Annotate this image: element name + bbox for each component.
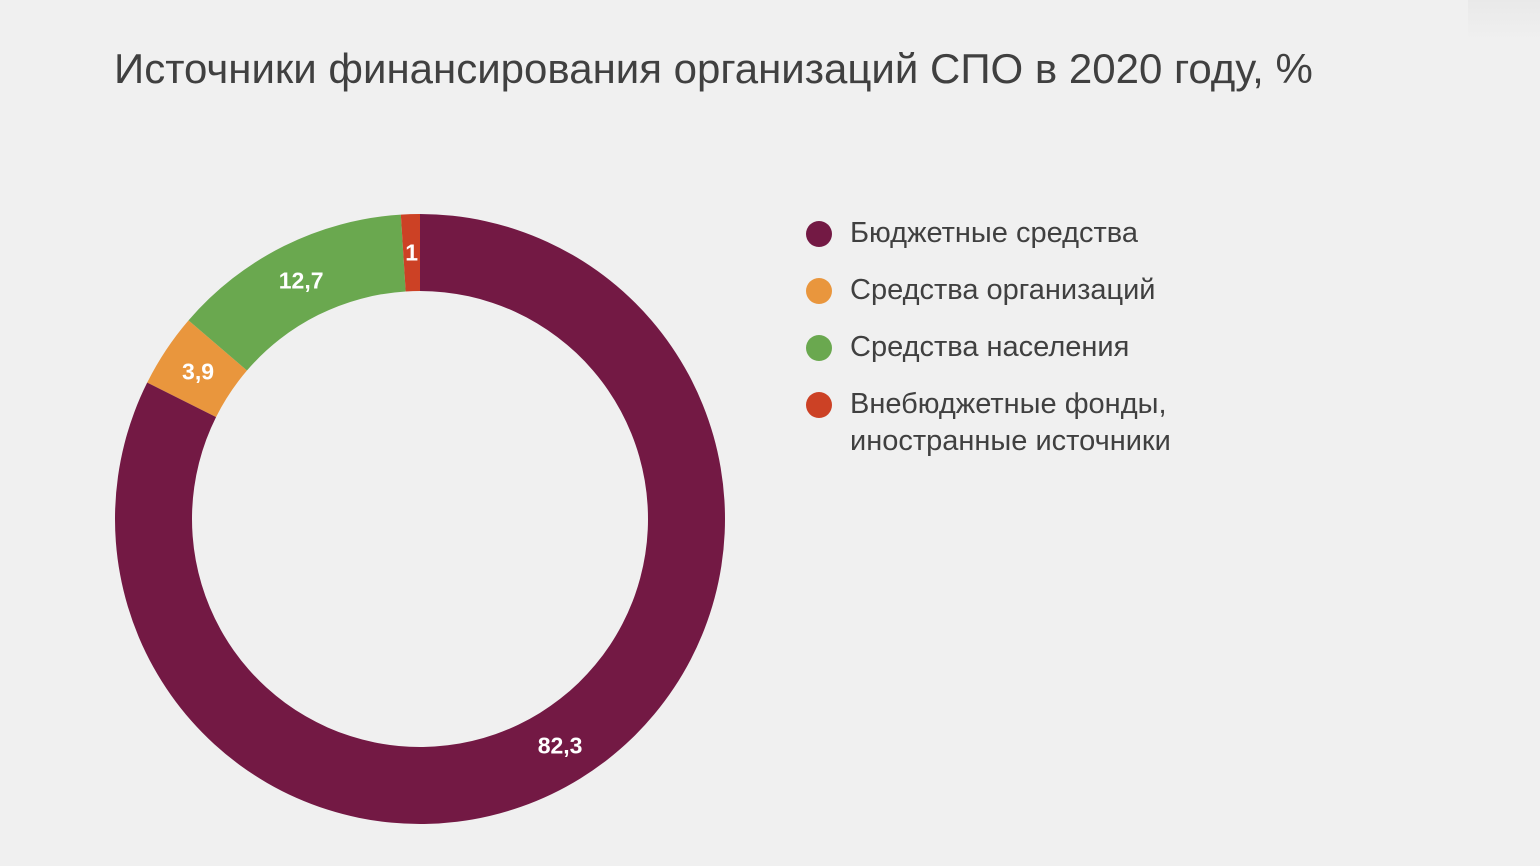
legend-swatch [806, 278, 832, 304]
slice-label-1: 82,3 [538, 733, 583, 759]
legend-item-1: Бюджетные средства [806, 215, 1171, 252]
slice-3 [188, 214, 406, 371]
legend-label: Бюджетные средства [850, 217, 1138, 249]
legend-label: иностранные источники [850, 425, 1171, 457]
legend-swatch [806, 335, 832, 361]
legend-label: Средства населения [850, 331, 1130, 363]
slice-label-4: 1 [405, 240, 418, 266]
legend-label: Средства организаций [850, 274, 1156, 306]
donut-slices [114, 214, 725, 825]
donut-labels: 82,3 3,9 12,7 1 [182, 240, 582, 759]
donut-chart: 82,3 3,9 12,7 1 [114, 214, 725, 825]
slice-label-2: 3,9 [182, 359, 214, 385]
legend-swatch [806, 392, 832, 418]
slice-label-3: 12,7 [279, 267, 324, 293]
slice-4 [400, 214, 420, 292]
legend-swatch [806, 221, 832, 247]
legend-item-2: Средства организаций [806, 272, 1171, 309]
legend: Бюджетные средства Средства организаций Ср… [806, 215, 1171, 480]
legend-item-3: Средства населения [806, 329, 1171, 366]
legend-label: Внебюджетные фонды, [850, 388, 1167, 420]
corner-shade [1468, 0, 1540, 40]
legend-item-4: Внебюджетные фонды, иностранные источники [806, 386, 1171, 460]
slice-2 [147, 320, 247, 417]
chart-title: Источники финансирования организаций СПО… [114, 45, 1313, 92]
